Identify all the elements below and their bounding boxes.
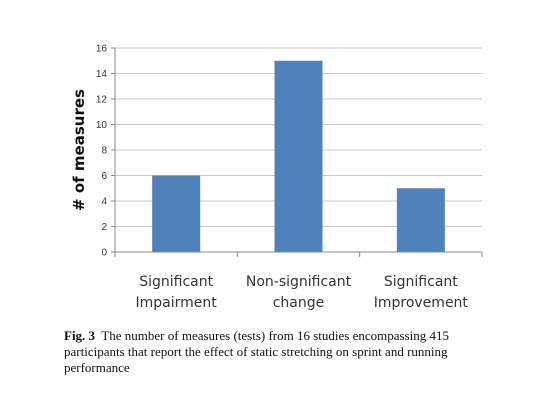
y-tick-label: 2 bbox=[101, 222, 107, 233]
bar bbox=[274, 60, 323, 252]
axes bbox=[111, 47, 483, 257]
x-category-label: Improvement bbox=[374, 295, 469, 311]
y-tick-label: 14 bbox=[96, 69, 108, 80]
bars bbox=[152, 60, 445, 252]
y-tick-label: 4 bbox=[101, 197, 107, 208]
bar-chart: 0 2 4 6 8 10 12 14 16 Significant Impairment Non-s… bbox=[70, 44, 483, 311]
y-tick-label: 10 bbox=[96, 120, 108, 131]
x-category-label: Significant bbox=[384, 274, 458, 290]
x-category-label: change bbox=[273, 295, 325, 311]
y-tick-label: 6 bbox=[101, 171, 107, 182]
figure-caption: Fig. 3 The number of measures (tests) fr… bbox=[64, 328, 504, 376]
y-tick-label: 12 bbox=[96, 95, 108, 106]
x-category-label: Significant bbox=[139, 274, 213, 290]
figure-number: Fig. 3 bbox=[64, 328, 96, 343]
x-category-label: Impairment bbox=[136, 295, 218, 311]
y-tick-label: 8 bbox=[101, 146, 107, 157]
bar bbox=[152, 175, 201, 252]
x-category-label: Non-significant bbox=[246, 274, 352, 290]
y-axis-title: # of measures bbox=[70, 89, 88, 211]
x-category-labels: Significant Impairment Non-significant chan… bbox=[136, 274, 469, 311]
y-tick-label: 16 bbox=[96, 44, 108, 55]
bar bbox=[396, 188, 445, 252]
y-tick-labels: 0 2 4 6 8 10 12 14 16 bbox=[96, 44, 108, 259]
caption-text: The number of measures (tests) from 16 s… bbox=[64, 328, 450, 375]
y-tick-label: 0 bbox=[101, 248, 107, 259]
